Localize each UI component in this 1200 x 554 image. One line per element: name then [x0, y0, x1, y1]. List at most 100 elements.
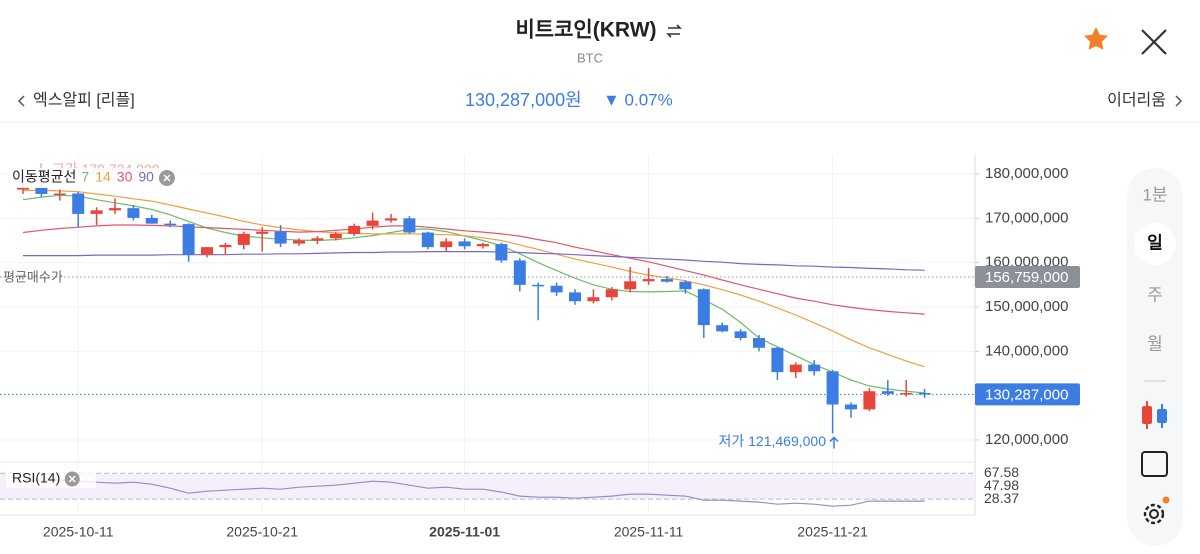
- candle-body: [808, 364, 821, 372]
- candle-body: [274, 231, 287, 244]
- candle-body: [734, 331, 747, 339]
- toolbar: [1127, 168, 1183, 546]
- candle-body: [642, 279, 655, 282]
- interval-button[interactable]: 1분: [1142, 185, 1167, 204]
- price-badge: [975, 266, 1080, 289]
- rsi-tick-label: 28.37: [984, 490, 1019, 506]
- candle-body: [311, 238, 324, 241]
- low-annotation: 저가 121,469,000: [718, 433, 826, 449]
- rsi-title: RSI(14): [12, 470, 60, 486]
- candle-body: [90, 210, 103, 214]
- favorite-star[interactable]: [1084, 27, 1108, 50]
- candle-body: [17, 187, 29, 190]
- y-tick-label: 180,000,000: [985, 165, 1068, 182]
- candle-body: [881, 391, 894, 394]
- candle-body: [72, 193, 85, 214]
- candle-body: [35, 187, 48, 194]
- y-tick-label: 170,000,000: [985, 209, 1068, 226]
- x-tick-label: 2025-11-21: [797, 524, 868, 540]
- reference-line-name: 평균매수가: [3, 269, 63, 284]
- legend-entry: 90: [138, 169, 154, 185]
- candle-body: [697, 289, 710, 326]
- price-badge: [975, 383, 1080, 406]
- moving-average-line: [22, 194, 925, 394]
- moving-average-line: [23, 251, 925, 271]
- candle-body: [569, 292, 581, 302]
- candle-body: [789, 364, 802, 373]
- candle-body: [716, 325, 729, 332]
- candle-body: [293, 240, 305, 244]
- legend-close-x: [163, 174, 171, 182]
- candle-body: [661, 279, 673, 282]
- candle-body: [826, 371, 839, 405]
- close-button[interactable]: [1141, 29, 1167, 55]
- rsi-line: [23, 479, 925, 507]
- candle-body: [458, 241, 471, 247]
- rsi-tick-label: 67.58: [984, 464, 1019, 480]
- candle-body: [863, 391, 876, 410]
- candle-body: [385, 218, 397, 221]
- moving-average-line: [23, 189, 925, 368]
- candle-body: [532, 284, 545, 287]
- y-tick-label: 140,000,000: [985, 342, 1068, 359]
- price-badge-label: 156,759,000: [985, 269, 1068, 286]
- current-price: 130,287,000원: [465, 90, 582, 110]
- candle-body: [624, 281, 637, 290]
- candle-body: [605, 289, 618, 298]
- candle-body: [771, 347, 784, 373]
- price-change: ▼ 0.07%: [603, 90, 673, 109]
- legend-entry: 14: [95, 169, 111, 185]
- candle-body: [53, 193, 66, 196]
- candle-body: [237, 233, 250, 245]
- candle-body: [219, 244, 232, 248]
- candle-body: [900, 392, 913, 395]
- legend-entry: 7: [81, 169, 89, 185]
- x-tick-label: 2025-11-11: [614, 524, 684, 540]
- legend-title: 이동평균선: [12, 169, 76, 185]
- candle-body: [366, 220, 379, 226]
- candle-body: [403, 218, 416, 233]
- prev-coin[interactable]: 엑스알피 [리플]: [33, 91, 135, 109]
- candle-body: [201, 247, 213, 255]
- low-arrow: [829, 436, 839, 449]
- candle-body: [918, 392, 931, 395]
- x-tick-label: 2025-11-01: [429, 524, 500, 540]
- settings-icon[interactable]: [1143, 496, 1170, 525]
- rsi-close-x: [68, 475, 76, 483]
- draw-tool-icon[interactable]: [1141, 451, 1168, 477]
- coin-title: 비트코인(KRW): [515, 19, 656, 42]
- candle-body: [421, 232, 434, 248]
- swap-icon[interactable]: [666, 24, 682, 38]
- interval-button[interactable]: 주: [1147, 285, 1163, 304]
- candle-body: [495, 244, 508, 261]
- candle-body: [753, 338, 765, 348]
- coin-symbol: BTC: [577, 50, 603, 65]
- y-tick-label: 150,000,000: [985, 298, 1068, 315]
- candle-body: [513, 260, 526, 285]
- chart-type-icon[interactable]: [1142, 401, 1167, 429]
- interval-button[interactable]: 일: [1147, 233, 1163, 252]
- rsi-tick-label: 47.98: [984, 477, 1019, 493]
- candle-body: [440, 241, 453, 248]
- candle-body: [348, 225, 361, 234]
- chart: 2025-10-11 2025-10-21 2025-11-01 2025-11-11…: [0, 155, 1080, 540]
- candle-body: [109, 208, 121, 211]
- candle-body: [127, 208, 140, 218]
- moving-average-line: [22, 224, 925, 315]
- selected-interval-bg: [1134, 223, 1176, 265]
- candle-body: [145, 217, 158, 224]
- candle-body: [256, 231, 269, 234]
- prev-chevron[interactable]: [17, 95, 25, 107]
- candle-body: [182, 224, 195, 255]
- legend-background: [6, 168, 202, 188]
- candle-body: [329, 233, 342, 239]
- candle-body: [164, 223, 177, 226]
- price-badge-label: 130,287,000: [985, 386, 1068, 403]
- candle-body: [550, 285, 563, 293]
- interval-button[interactable]: 월: [1147, 334, 1163, 353]
- next-chevron[interactable]: [1175, 95, 1183, 107]
- next-coin[interactable]: 이더리움: [1107, 91, 1166, 109]
